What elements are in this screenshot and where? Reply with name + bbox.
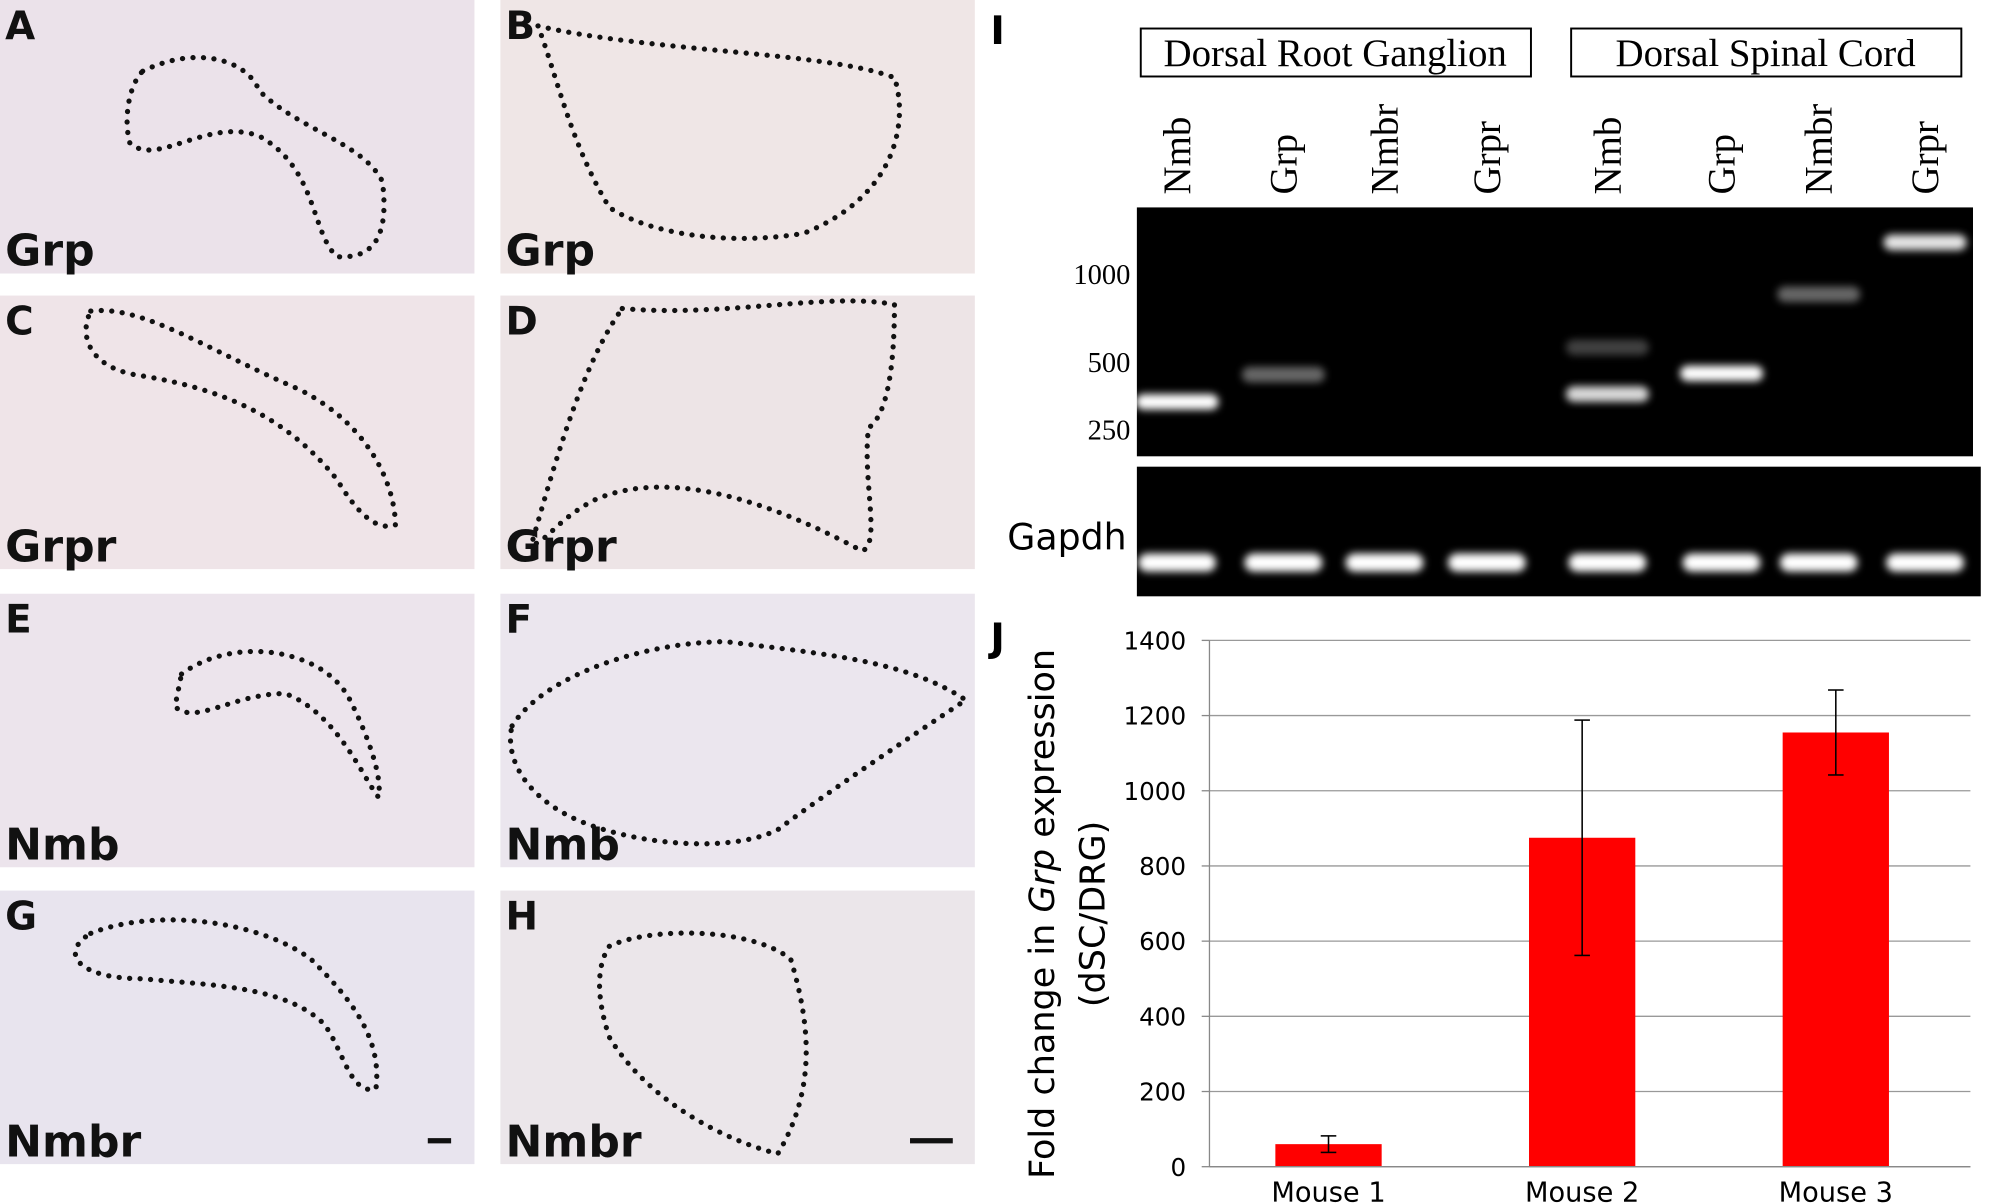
- panel-letter: E: [5, 598, 32, 643]
- lane-label: Grpr: [1904, 121, 1947, 194]
- x-tick-label: Mouse 3: [1779, 1178, 1893, 1203]
- ladder-label: 500: [1088, 348, 1131, 379]
- panel-letter: D: [506, 299, 538, 344]
- micrograph: [0, 890, 475, 1165]
- gapdh-band: [1568, 553, 1647, 572]
- bar: [1275, 1144, 1382, 1167]
- gel-band: [1883, 234, 1967, 251]
- group-title: Dorsal Spinal Cord: [1615, 32, 1915, 75]
- gapdh-band: [1345, 553, 1424, 572]
- gel-band: [1241, 366, 1325, 383]
- gene-label: Grpr: [506, 521, 617, 572]
- micrograph: [500, 295, 975, 570]
- gene-label: Nmb: [506, 819, 620, 870]
- micrograph: [0, 0, 475, 274]
- group-box: [1570, 27, 1963, 78]
- gel-band: [1680, 365, 1763, 382]
- y-tick-label: 0: [1170, 1153, 1186, 1182]
- gene-label: Grp: [506, 226, 595, 277]
- y-axis-subtitle: (dSC/DRG): [1073, 821, 1113, 1007]
- lane-label: Nmbr: [1363, 104, 1406, 195]
- lane-label: Grp: [1700, 134, 1743, 194]
- region-outline: [507, 639, 971, 847]
- gene-label: Nmbr: [506, 1116, 642, 1167]
- control-label: Gapdh: [1007, 516, 1126, 559]
- panel-letter: J: [987, 616, 1004, 661]
- gene-label: Nmbr: [5, 1116, 141, 1167]
- gapdh-band: [1447, 553, 1526, 572]
- gel-band: [1565, 339, 1649, 356]
- gene-label: Nmb: [5, 819, 119, 870]
- region-outline: [528, 298, 898, 554]
- panel-letter: F: [506, 598, 533, 643]
- micrograph: [0, 593, 475, 868]
- x-tick-label: Mouse 2: [1525, 1178, 1639, 1203]
- gapdh-band: [1138, 553, 1216, 572]
- bar: [1782, 732, 1889, 1167]
- y-axis-title-part: Fold change in: [1023, 913, 1063, 1179]
- ladder-label: 250: [1088, 415, 1131, 446]
- y-tick-label: 1200: [1123, 702, 1186, 731]
- lane-label: Nmbr: [1798, 104, 1841, 195]
- y-axis-title-part: expression: [1023, 649, 1063, 849]
- panel-letter: C: [5, 299, 34, 344]
- region-outline: [596, 930, 809, 1157]
- lane-label: Grp: [1262, 134, 1305, 194]
- gene-label: Grp: [5, 226, 94, 277]
- group-title: Dorsal Root Ganglion: [1164, 32, 1507, 75]
- x-tick-label: Mouse 1: [1271, 1178, 1385, 1203]
- y-tick-label: 1000: [1123, 777, 1186, 806]
- lane-label: Nmb: [1156, 117, 1199, 195]
- gapdh-band: [1244, 553, 1323, 572]
- region-outline: [172, 648, 382, 804]
- y-axis-title-part: Grp: [1023, 849, 1063, 913]
- gene-label: Grpr: [5, 521, 116, 572]
- group-box: [1139, 27, 1532, 78]
- y-tick-label: 600: [1139, 927, 1186, 956]
- gel-band: [1135, 394, 1219, 410]
- gapdh-band: [1886, 553, 1964, 572]
- y-tick-label: 400: [1139, 1002, 1186, 1031]
- region-outline: [72, 917, 380, 1093]
- panel-letter: B: [506, 4, 536, 49]
- y-tick-label: 200: [1139, 1078, 1186, 1107]
- gel-band: [1777, 286, 1861, 303]
- region-outline: [124, 54, 387, 260]
- panel-letter: I: [990, 9, 1004, 54]
- region-outline: [83, 307, 398, 529]
- region-outline: [533, 22, 902, 242]
- lane-label: Grpr: [1466, 121, 1509, 194]
- y-axis-title: Fold change in Grp expression: [1023, 649, 1063, 1179]
- gapdh-gel-image: [1136, 466, 1981, 597]
- y-tick-label: 1400: [1123, 626, 1186, 655]
- y-tick-label: 800: [1139, 852, 1186, 881]
- gel-band: [1565, 386, 1649, 402]
- panel-letter: A: [5, 4, 35, 49]
- lane-label: Nmb: [1586, 117, 1629, 195]
- micrograph: [500, 593, 975, 868]
- gapdh-band: [1682, 553, 1761, 572]
- panel-letter: G: [5, 894, 37, 939]
- panel-letter: H: [506, 894, 539, 939]
- micrograph: [500, 890, 975, 1165]
- ladder-label: 1000: [1073, 260, 1130, 291]
- gel-image: [1136, 207, 1973, 457]
- gapdh-band: [1779, 553, 1858, 572]
